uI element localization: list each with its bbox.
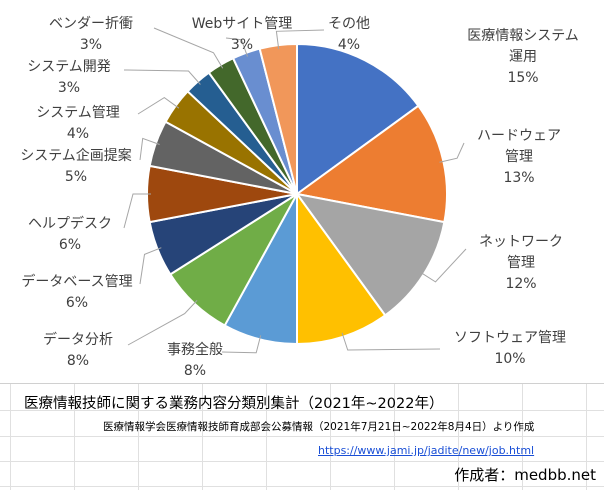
leader-line — [221, 335, 262, 354]
leader-line — [225, 37, 248, 57]
slice-label-line: 4% — [66, 126, 90, 142]
slice-label: システム管理 4% — [18, 103, 138, 145]
slice-label-line: 8% — [183, 363, 207, 379]
leader-line — [275, 29, 325, 50]
slice-label-line: ネットワーク — [479, 234, 563, 250]
caption-title: 医療情報技師に関する業務内容分類別集計（2021年~2022年） — [24, 396, 444, 412]
leader-line — [153, 27, 224, 69]
slice-label-line: システム企画提案 — [20, 148, 132, 164]
slice-label-line: 15% — [507, 70, 539, 86]
leader-line — [341, 332, 441, 351]
pie-slice[interactable] — [296, 42, 420, 196]
leader-line — [137, 96, 180, 115]
slice-label-line: 4% — [337, 37, 361, 53]
leader-line — [439, 142, 465, 163]
slice-label-line: 医療情報システム — [467, 28, 579, 44]
slice-label: その他 4% — [304, 14, 394, 56]
slice-label: 医療情報システム 運用 15% — [448, 26, 598, 89]
leader-line — [123, 193, 151, 229]
slice-label: ベンダー折衝 3% — [28, 14, 154, 56]
slice-label-line: 6% — [65, 295, 89, 311]
leader-line — [123, 69, 201, 85]
slice-label-line: 10% — [494, 351, 526, 367]
leader-line — [420, 248, 467, 283]
slice-label-line: Webサイト管理 — [191, 16, 293, 32]
slice-label: 事務全般 8% — [150, 340, 240, 382]
slice-label: データベース管理 6% — [12, 272, 142, 314]
slice-label-line: 運用 — [509, 49, 537, 65]
slice-label-line: 管理 — [505, 149, 533, 165]
leader-line — [139, 247, 162, 285]
slice-label: ハードウェア 管理 13% — [464, 126, 574, 189]
slice-label-line: ヘルプデスク — [28, 216, 112, 232]
slice-label-line: ハードウェア — [477, 128, 561, 144]
slice-label-line: システム管理 — [36, 105, 120, 121]
slice-label-line: 5% — [64, 169, 88, 185]
slice-label-line: システム開発 — [27, 59, 111, 75]
slice-label-line: ソフトウェア管理 — [454, 330, 566, 346]
source-link[interactable]: https://www.jami.jp/jadite/new/job.html — [318, 444, 535, 457]
slice-label-line: 3% — [57, 80, 81, 96]
slice-label-line: 管理 — [507, 255, 535, 271]
slice-label: Webサイト管理 3% — [182, 14, 302, 56]
slice-label: ヘルプデスク 6% — [16, 214, 124, 256]
slice-label-line: データ分析 — [43, 332, 113, 348]
pie-chart — [123, 27, 467, 354]
slice-label-line: 12% — [505, 276, 537, 292]
slice-label-line: 13% — [503, 170, 535, 186]
slice-label: システム開発 3% — [14, 57, 124, 99]
slice-label: ソフトウェア管理 10% — [440, 328, 580, 370]
author-credit: 作成者：medbb.net — [454, 466, 596, 484]
slice-label-line: 事務全般 — [167, 342, 223, 358]
slice-label-line: データベース管理 — [21, 274, 133, 290]
slice-label-line: 8% — [66, 353, 90, 369]
slice-label: ネットワーク 管理 12% — [466, 232, 576, 295]
leader-line — [139, 137, 160, 161]
slice-label: データ分析 8% — [30, 330, 126, 372]
slice-label-line: その他 — [328, 16, 370, 32]
slice-label-line: 3% — [230, 37, 254, 53]
caption-source: 医療情報学会医療情報技師育成部会公募情報（2021年7月21日~2022年8月4… — [103, 421, 535, 433]
slice-label-line: ベンダー折衝 — [49, 16, 133, 32]
slice-label: システム企画提案 5% — [12, 146, 140, 188]
chart-area[interactable]: 医療情報システム 運用 15% ハードウェア 管理 13% ネットワーク 管理 12% ソフトウェ… — [0, 0, 604, 384]
slice-label-line: 6% — [58, 237, 82, 253]
slice-label-line: 3% — [79, 37, 103, 53]
leader-line — [127, 300, 198, 346]
